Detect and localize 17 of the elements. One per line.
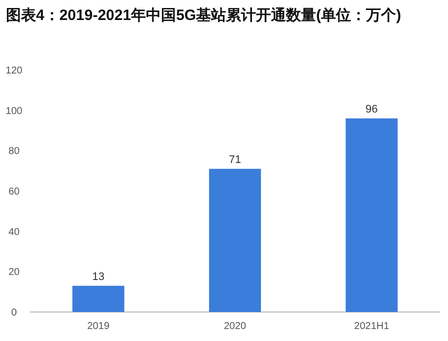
chart-title: 图表4：2019-2021年中国5G基站累计开通数量(单位：万个) [6,6,402,25]
y-tick-label: 0 [11,308,18,318]
x-tick-label: 2021H1 [354,321,390,332]
y-tick-label: 80 [8,146,20,158]
y-tick-label: 100 [6,106,23,117]
bar [346,118,398,312]
data-label: 71 [228,154,242,166]
bar [209,168,261,312]
y-tick-label: 40 [8,226,20,238]
data-label: 96 [366,103,378,116]
y-tick-label: 60 [8,186,20,198]
y-tick-label: 20 [8,267,20,278]
x-tick-label: 2020 [224,321,247,332]
y-tick-label: 120 [6,66,23,76]
x-tick-label: 2019 [87,321,110,332]
bar [72,286,124,312]
data-label: 13 [92,270,104,283]
